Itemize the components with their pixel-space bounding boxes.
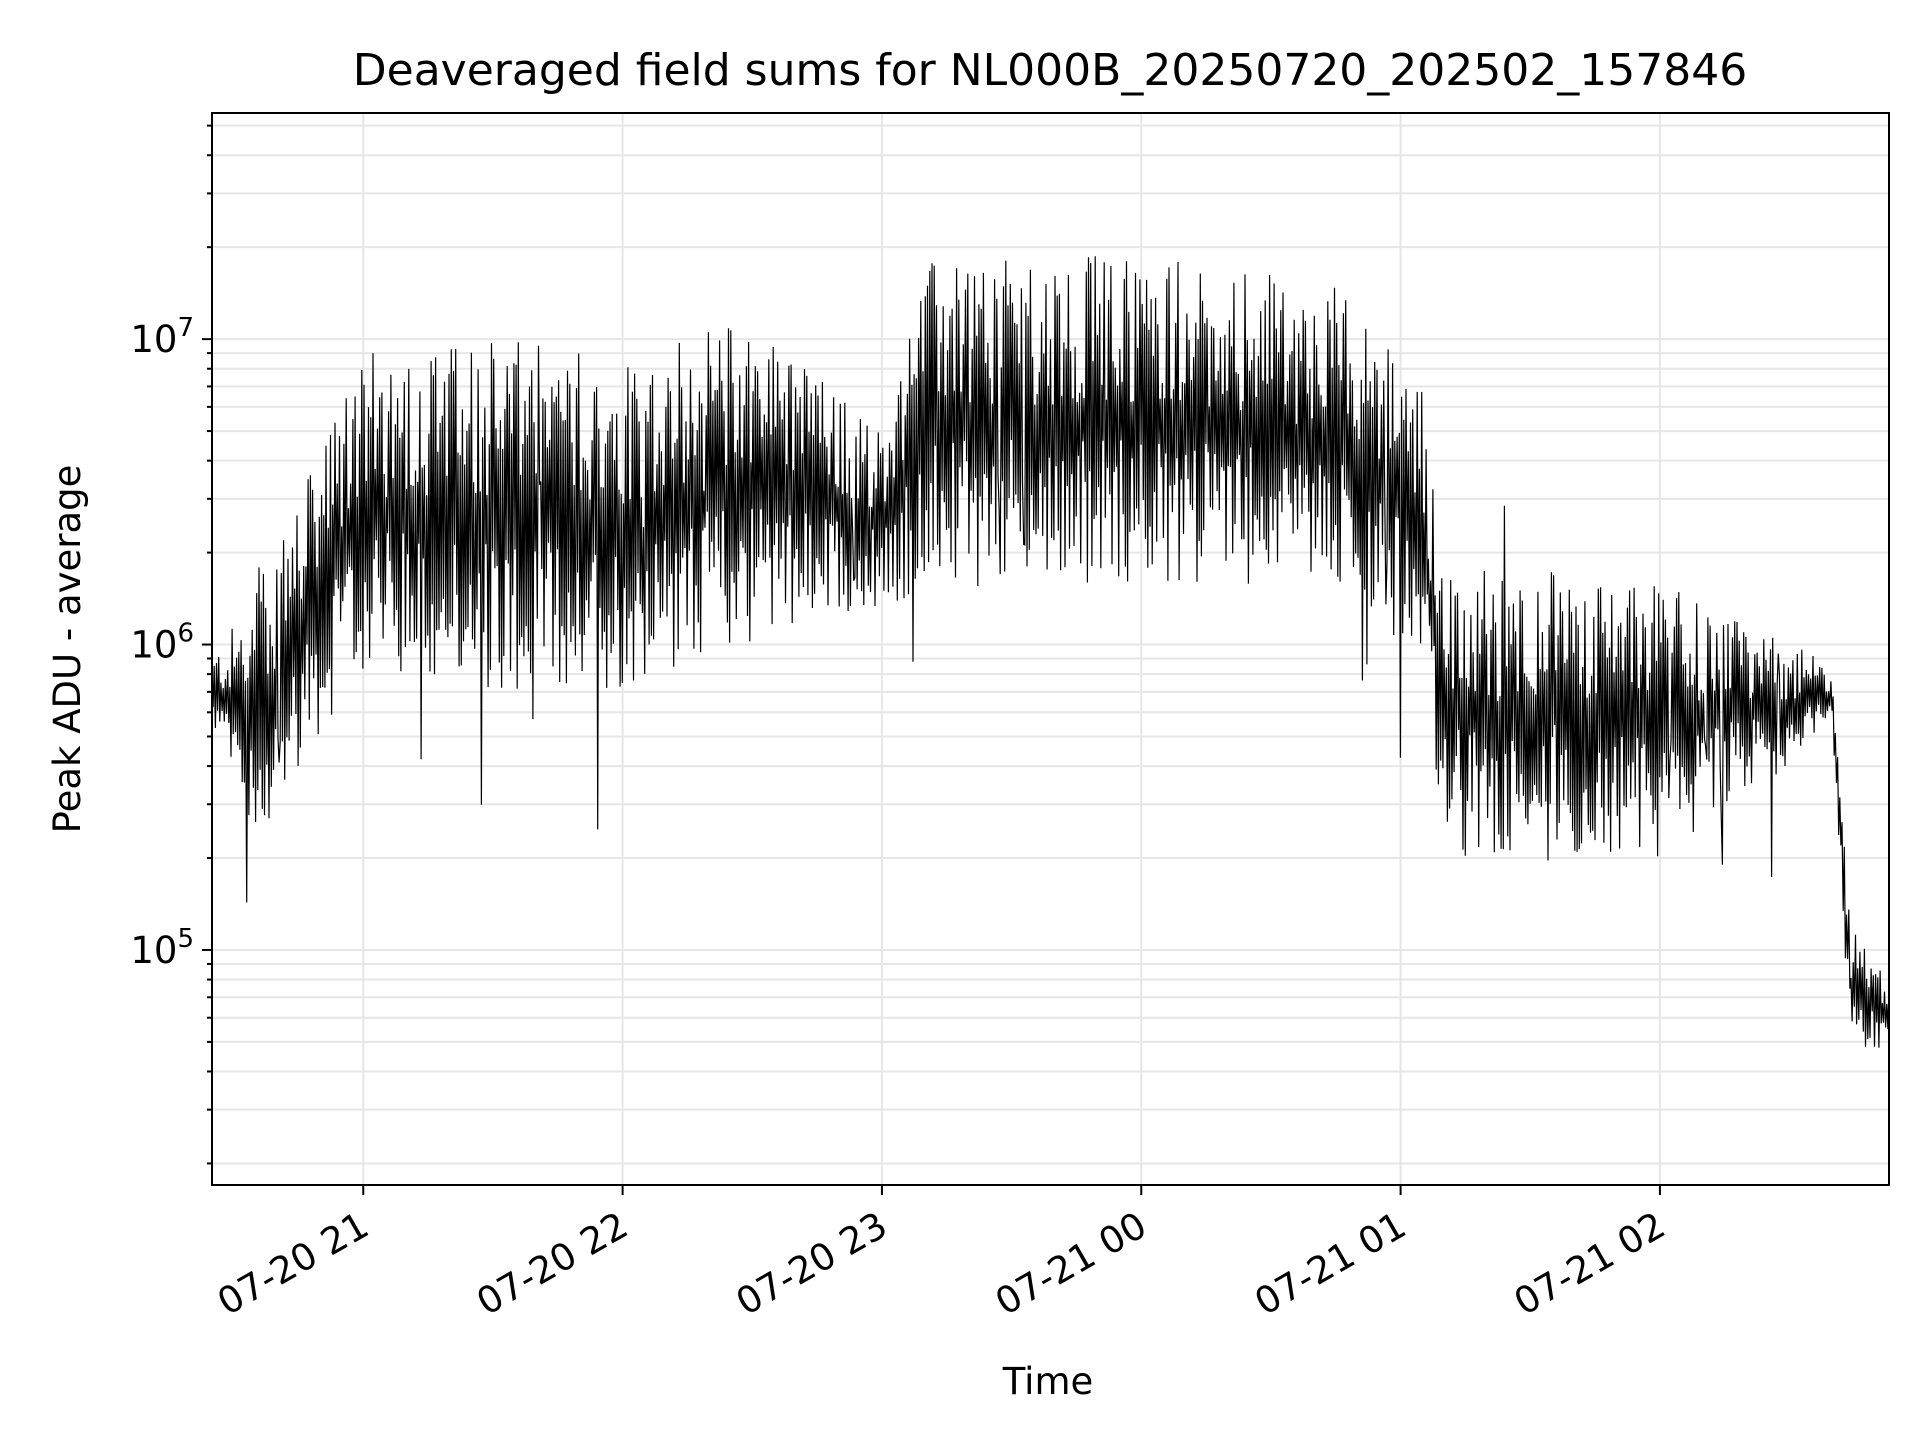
x-axis-label: Time bbox=[1002, 1360, 1094, 1403]
grid-layer bbox=[212, 113, 1889, 1185]
y-tick-base: 10 bbox=[130, 318, 177, 361]
y-tick-exponent: 6 bbox=[177, 619, 194, 649]
y-tick-base: 10 bbox=[130, 624, 177, 667]
y-tick-base: 10 bbox=[130, 929, 177, 972]
y-tick-exponent: 7 bbox=[177, 313, 194, 343]
y-tick-label: 105 bbox=[130, 924, 194, 972]
x-axis-ticks: 07-20 21 07-20 22 07-20 23 07-21 00 07-21 01… bbox=[210, 1185, 1672, 1324]
chart-title: Deaveraged field sums for NL000B_2025072… bbox=[353, 45, 1747, 96]
x-tick-label: 07-21 02 bbox=[1507, 1204, 1673, 1324]
x-tick-label: 07-20 23 bbox=[729, 1204, 895, 1324]
series-line bbox=[211, 256, 1890, 1048]
plot-frame bbox=[211, 112, 1890, 1186]
y-tick-label: 107 bbox=[130, 313, 194, 361]
x-tick-label: 07-20 21 bbox=[210, 1204, 376, 1324]
x-tick-label: 07-20 22 bbox=[470, 1204, 636, 1324]
x-tick-label: 07-21 00 bbox=[988, 1204, 1154, 1324]
x-tick-label: 07-21 01 bbox=[1248, 1204, 1414, 1324]
y-axis-label: Peak ADU - average bbox=[46, 465, 89, 834]
y-tick-exponent: 5 bbox=[177, 924, 194, 954]
y-tick-label: 106 bbox=[130, 619, 194, 667]
